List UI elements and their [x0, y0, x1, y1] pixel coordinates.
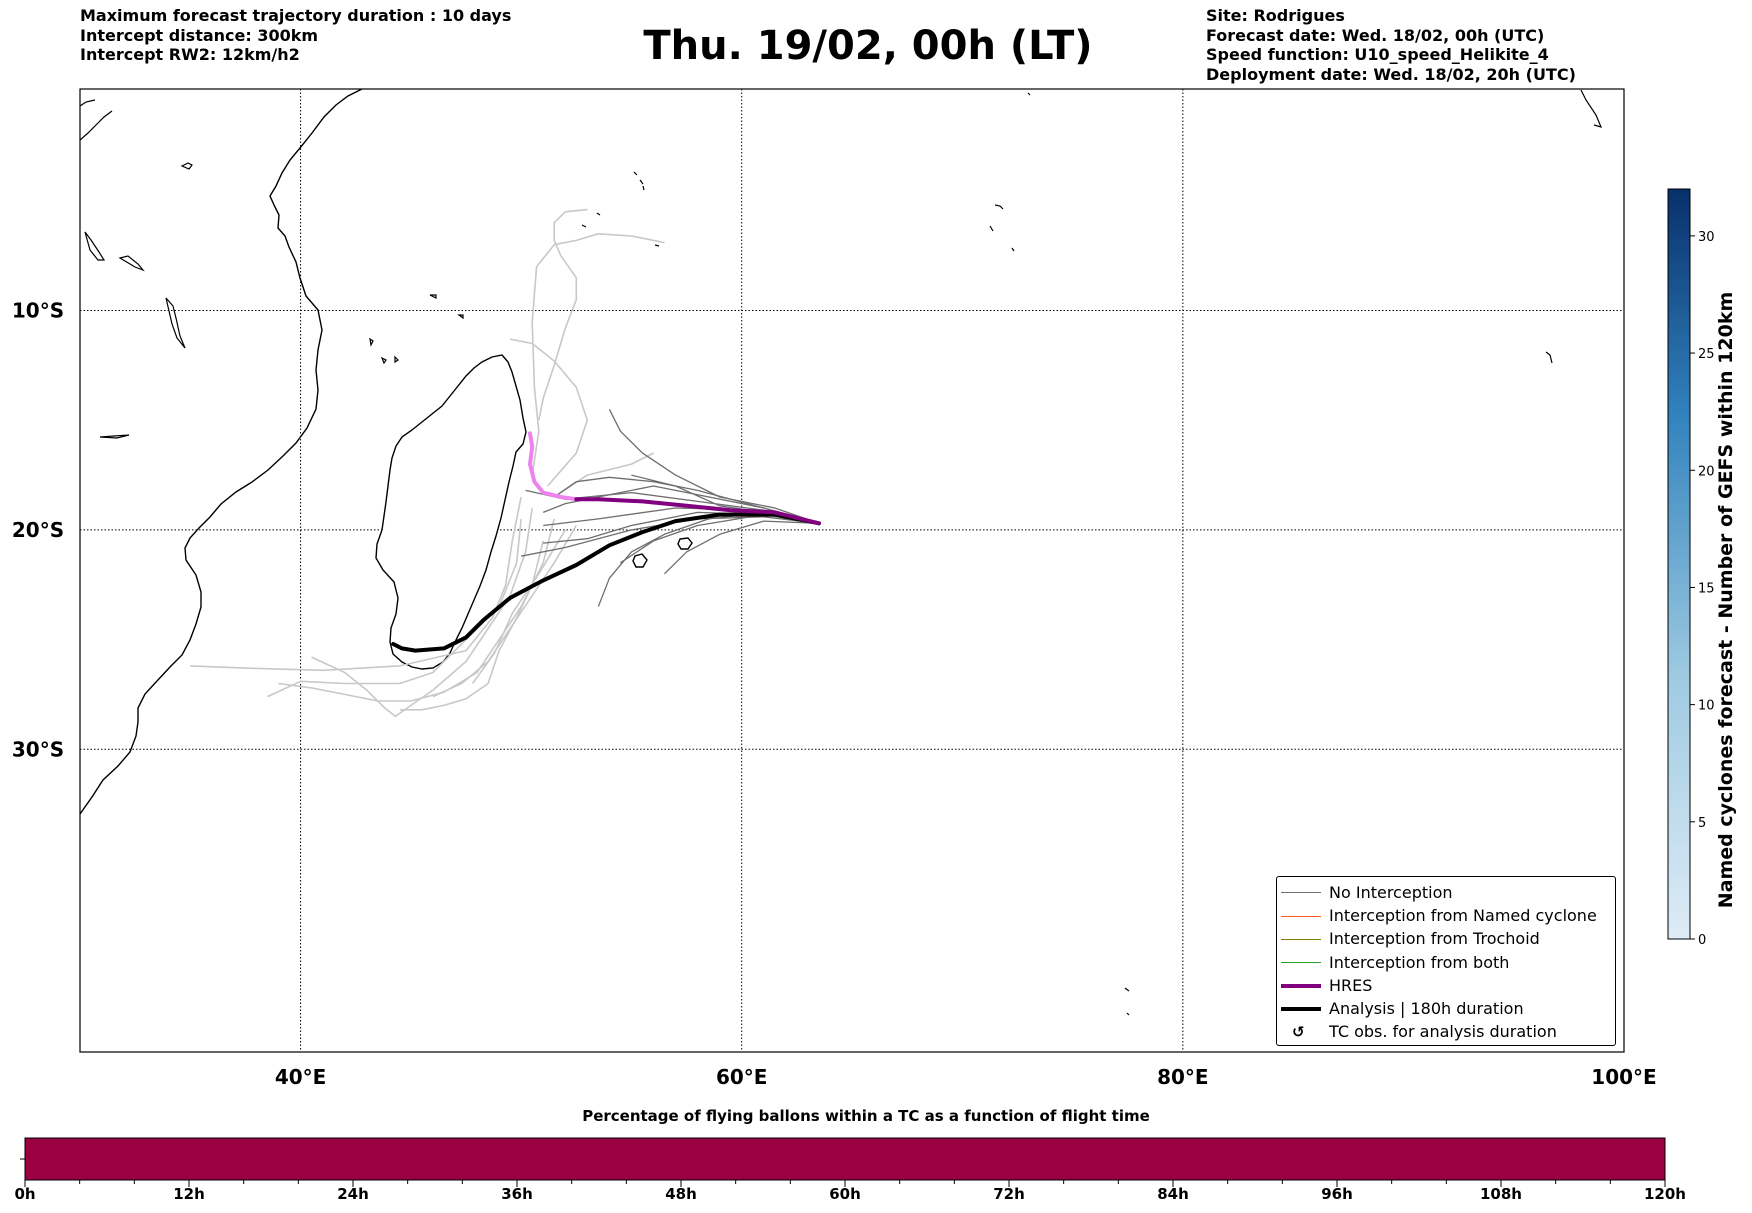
colorbar-right-tick-label: 0 — [1698, 933, 1706, 948]
legend-swatch — [1281, 892, 1321, 894]
deployment-date-text: Deployment date: Wed. 18/02, 20h (UTC) — [1206, 64, 1576, 84]
colorbar-right-tick-label: 5 — [1698, 816, 1706, 831]
forecast-date-text: Forecast date: Wed. 18/02, 00h (UTC) — [1206, 25, 1545, 45]
ensemble-track — [664, 520, 819, 575]
legend-label: TC obs. for analysis duration — [1329, 1022, 1557, 1042]
lon-tick-label: 80°E — [1157, 1065, 1209, 1089]
speed-function-text: Speed function: U10_speed_Helikite_4 — [1206, 45, 1549, 64]
header-left: Maximum forecast trajectory duration : 1… — [80, 6, 511, 65]
colorbar-bottom-title: Percentage of flying ballons within a TC… — [582, 1107, 1150, 1125]
seychelles-islands — [581, 89, 1603, 1016]
colorbar-right-tick-label: 25 — [1698, 347, 1715, 362]
legend-item: Interception from both — [1277, 952, 1613, 975]
colorbar-bottom-tick-label: 36h — [501, 1185, 533, 1200]
colorbar-bottom-tick-label: 60h — [829, 1185, 861, 1200]
lon-tick-label: 100°E — [1591, 1065, 1656, 1089]
colorbar-bottom-tick-label: 24h — [337, 1185, 369, 1200]
ensemble-track — [597, 511, 820, 607]
legend-swatch — [1281, 1007, 1321, 1011]
legend-label: Interception from Named cyclone — [1329, 906, 1597, 926]
map-title: Thu. 19/02, 00h (LT) — [643, 23, 1093, 69]
ensemble-track-light — [538, 208, 588, 421]
legend-label: Interception from both — [1329, 952, 1510, 972]
legend-item: Interception from Trochoid — [1277, 928, 1613, 951]
colorbar-right: 0 5 10 15 20 25 30 — [1667, 188, 1715, 948]
ensemble-track-light — [531, 233, 665, 476]
mauritius-island — [632, 553, 648, 568]
ensemble-tracks-light — [190, 208, 665, 718]
colorbar-bottom-tick-label: 84h — [1157, 1185, 1189, 1200]
colorbar-bottom: 0h 12h 24h 36h 48h 60h 72h 84h 96h 108h 120h — [14, 1137, 1686, 1200]
axis-tick-labels: 40°E 60°E 80°E 100°E 10°S 20°S 30°S — [12, 299, 1657, 1089]
ensemble-track — [553, 476, 820, 524]
map-area — [80, 89, 1603, 1016]
ensemble-track-light — [432, 525, 577, 698]
lon-tick-label: 60°E — [716, 1065, 768, 1089]
intercept-rw2-text: Intercept RW2: 12km/h2 — [80, 45, 300, 64]
legend-item: HRES — [1277, 975, 1613, 998]
header-right: Site: Rodrigues Forecast date: Wed. 18/0… — [1206, 6, 1576, 84]
ensemble-track-light — [471, 529, 566, 684]
colorbar-right-ticks: 0 5 10 15 20 25 30 — [1690, 230, 1715, 948]
colorbar-right-tick-label: 15 — [1698, 581, 1715, 596]
legend-label: HRES — [1329, 975, 1373, 995]
colorbar-bottom-ticks: 0h 12h 24h 36h 48h 60h 72h 84h 96h 108h 120h — [14, 1158, 1686, 1200]
hres-track — [574, 497, 821, 526]
site-text: Site: Rodrigues — [1206, 6, 1345, 25]
legend-swatch — [1281, 938, 1321, 940]
colorbar-right-gradient — [1667, 188, 1691, 940]
ensemble-tracks-no-interception — [520, 409, 820, 607]
legend-item: No Interception — [1277, 882, 1613, 905]
socotra-islands — [84, 162, 193, 439]
legend-swatch — [1281, 915, 1321, 917]
legend-item: ↺ TC obs. for analysis duration — [1277, 1021, 1613, 1044]
legend-label: Interception from Trochoid — [1329, 929, 1540, 949]
africa-coastline — [80, 89, 363, 815]
graticule — [80, 89, 1624, 1052]
ensemble-track-light — [267, 518, 522, 698]
ensemble-track-light — [399, 540, 544, 711]
legend-item: Analysis | 180h duration — [1277, 998, 1613, 1021]
arabia-coastline — [80, 99, 113, 141]
colorbar-bottom-bar — [24, 1137, 1666, 1181]
ensemble-track-light — [509, 338, 589, 487]
colorbar-bottom-tick-label: 72h — [993, 1185, 1025, 1200]
reunion-island — [677, 537, 693, 550]
map-frame — [79, 88, 1625, 1053]
ensemble-track-light — [553, 452, 654, 498]
colorbar-bottom-tick-label: 108h — [1480, 1185, 1522, 1200]
max-duration-text: Maximum forecast trajectory duration : 1… — [80, 6, 512, 25]
colorbar-bottom-tick-label: 48h — [665, 1185, 697, 1200]
lat-tick-label: 30°S — [12, 737, 64, 761]
colorbar-right-tick-label: 30 — [1698, 230, 1715, 245]
ensemble-track-light — [190, 496, 522, 672]
colorbar-right-label: Named cyclones forecast - Number of GEFS… — [1715, 291, 1737, 909]
tc-obs-marker-icon: ↺ — [1292, 1023, 1305, 1042]
colorbar-bottom-tick-label: 120h — [1644, 1185, 1686, 1200]
analysis-track — [391, 512, 821, 653]
intercept-distance-text: Intercept distance: 300km — [80, 25, 319, 45]
lat-tick-label: 10°S — [12, 299, 64, 323]
colorbar-bottom-tick-label: 96h — [1321, 1185, 1353, 1200]
legend-item: Interception from Named cyclone — [1277, 905, 1613, 928]
ensemble-track — [608, 409, 820, 524]
colorbar-right-tick-label: 20 — [1698, 464, 1715, 479]
legend-swatch — [1281, 983, 1321, 988]
legend-swatch — [1281, 961, 1321, 963]
hres-track-late — [528, 431, 579, 502]
legend-label: No Interception — [1329, 883, 1453, 902]
lat-tick-label: 20°S — [12, 518, 64, 542]
colorbar-bottom-tick-label: 12h — [173, 1185, 205, 1200]
map-legend: No Interception Interception from Named c… — [1276, 876, 1616, 1046]
colorbar-right-tick-label: 10 — [1698, 699, 1715, 714]
colorbar-bottom-tick-label: 0h — [14, 1185, 35, 1200]
madagascar-coastline — [375, 354, 527, 670]
legend-label: Analysis | 180h duration — [1329, 999, 1524, 1018]
lon-tick-label: 40°E — [275, 1065, 327, 1089]
comoros-islands — [369, 294, 464, 365]
